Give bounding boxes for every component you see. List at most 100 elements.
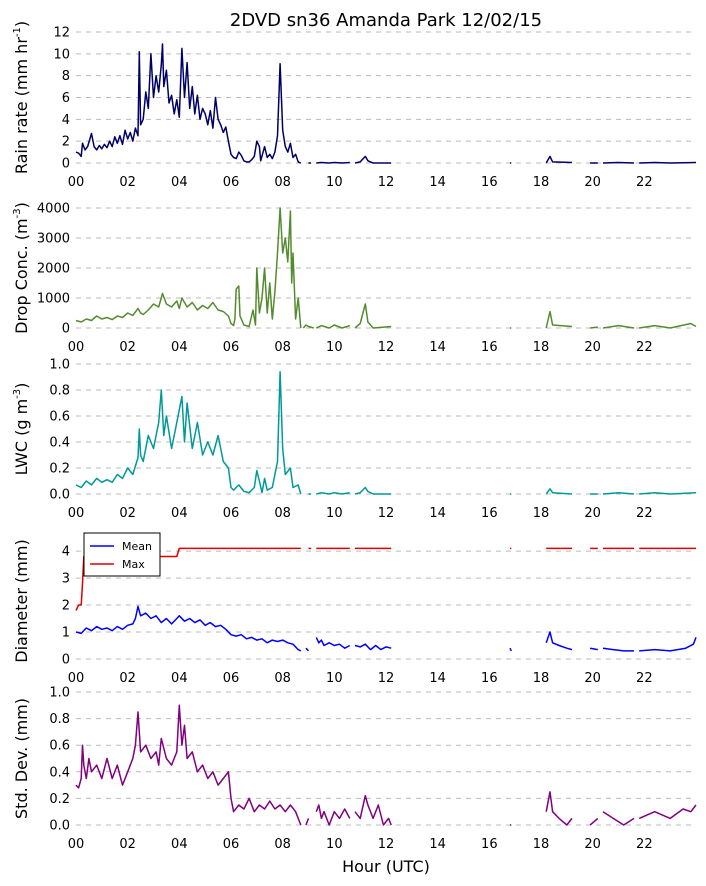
x-tick-label: 18: [533, 340, 550, 355]
y-axis-label: Drop Conc. (m-3): [12, 202, 31, 334]
y-tick-label: 0.4: [49, 436, 70, 451]
x-tick-label: 20: [584, 175, 601, 190]
x-tick-label: 14: [429, 175, 446, 190]
x-tick-label: 06: [223, 671, 240, 686]
y-tick-label: 0.2: [49, 792, 70, 807]
y-tick-label: 1: [62, 626, 70, 641]
x-tick-label: 00: [68, 175, 85, 190]
y-axis-label: Diameter (mm): [12, 539, 31, 662]
x-tick-label: 16: [481, 175, 498, 190]
x-tick-label: 10: [326, 671, 343, 686]
y-tick-label: 12: [53, 26, 70, 41]
y-tick-label: 1.0: [49, 686, 70, 701]
y-tick-label: 0.6: [49, 739, 70, 754]
y-axis-label: LWC (g m-3): [12, 383, 31, 476]
x-tick-label: 02: [119, 506, 136, 521]
series-line: [75, 704, 302, 826]
y-tick-label: 0: [62, 653, 70, 668]
series-line: [75, 43, 302, 164]
series-line: [639, 322, 697, 329]
x-tick-label: 08: [274, 340, 291, 355]
x-tick-label: 06: [223, 175, 240, 190]
x-tick-label: 08: [274, 506, 291, 521]
series-line: [75, 371, 302, 495]
x-tick-label: 22: [636, 506, 653, 521]
x-tick-label: 04: [171, 340, 188, 355]
series-line: [316, 491, 350, 495]
x-tick-label: 18: [533, 506, 550, 521]
series-line-max: [75, 547, 301, 611]
x-tick-label: 22: [636, 340, 653, 355]
series-line: [316, 161, 350, 164]
series-line: [545, 155, 573, 164]
x-tick-label: 04: [171, 837, 188, 852]
y-tick-label: 3: [62, 572, 70, 587]
x-tick-label: 16: [481, 340, 498, 355]
x-tick-label: 14: [429, 340, 446, 355]
x-tick-label: 20: [584, 506, 601, 521]
x-tick-label: 00: [68, 340, 85, 355]
series-line: [602, 491, 635, 495]
legend: Mean Max: [83, 532, 161, 577]
x-tick-label: 12: [378, 671, 395, 686]
y-tick-label: 0.8: [49, 384, 70, 399]
y-tick-label: 1000: [37, 292, 70, 307]
x-tick-label: 16: [481, 671, 498, 686]
y-axis-label: Std. Dev. (mm): [12, 698, 31, 819]
series-line-mean: [354, 643, 392, 651]
x-tick-label: 06: [223, 506, 240, 521]
x-tick-label: 00: [68, 837, 85, 852]
x-tick-label: 18: [533, 837, 550, 852]
x-tick-label: 04: [171, 175, 188, 190]
series-line: [75, 207, 302, 329]
x-tick-label: 08: [274, 175, 291, 190]
x-tick-label: 06: [223, 340, 240, 355]
legend-box: [83, 532, 161, 577]
y-tick-label: 0.4: [49, 765, 70, 780]
series-line: [602, 811, 635, 826]
series-line: [639, 161, 697, 164]
chart-title: 2DVD sn36 Amanda Park 12/02/15: [230, 10, 542, 31]
series-line: [638, 804, 697, 820]
x-tick-label: 06: [223, 837, 240, 852]
series-line: [545, 310, 573, 329]
panel-3: 0.0 0.2 0.4 0.6 0.8 1.0 00 02 04 06 08 10 12 14 16 18 20…: [12, 358, 697, 521]
series-line: [545, 791, 573, 826]
x-tick-label: 04: [171, 671, 188, 686]
y-tick-label: 2000: [37, 262, 70, 277]
x-tick-label: 12: [378, 837, 395, 852]
y-tick-label: 6: [62, 91, 70, 106]
series-line-mean: [545, 631, 573, 651]
series-line: [545, 488, 573, 495]
legend-entry: Max: [122, 558, 145, 571]
y-tick-label: 0.0: [49, 488, 70, 503]
y-tick-label: 2: [62, 599, 70, 614]
x-tick-label: 10: [326, 837, 343, 852]
x-tick-label: 22: [636, 837, 653, 852]
y-tick-label: 0.8: [49, 712, 70, 727]
x-tick-label: 14: [429, 837, 446, 852]
series-line: [589, 817, 599, 826]
series-line: [302, 324, 314, 329]
x-tick-label: 00: [68, 671, 85, 686]
y-tick-label: 0: [62, 322, 70, 337]
x-tick-label: 18: [533, 671, 550, 686]
series-line: [315, 324, 351, 329]
series-line-mean: [305, 647, 310, 652]
y-tick-label: 2: [62, 135, 70, 150]
series-line: [602, 161, 635, 164]
x-tick-label: 14: [429, 506, 446, 521]
y-tick-label: 4: [62, 113, 70, 128]
series-line: [602, 324, 635, 329]
x-tick-label: 02: [119, 340, 136, 355]
y-axis-label: Rain rate (mm hr-1): [12, 21, 31, 174]
series-line: [354, 155, 392, 164]
x-tick-label: 12: [378, 340, 395, 355]
x-tick-label: 04: [171, 506, 188, 521]
series-line-mean: [315, 637, 351, 649]
series-line-mean: [589, 647, 598, 651]
